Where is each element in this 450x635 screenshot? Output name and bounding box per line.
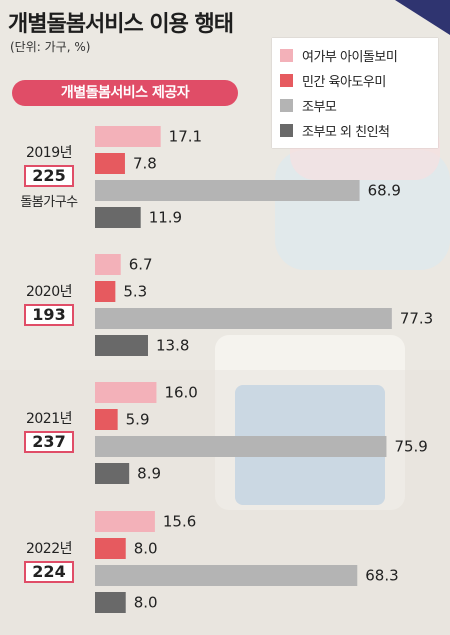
bar-2022년-민간 육아도우미 [95, 538, 126, 559]
legend-label: 여가부 아이돌보미 [302, 50, 398, 65]
year-label: 2019년 [25, 145, 73, 161]
bar-2020년-조부모 [95, 308, 392, 329]
bar-2021년-조부모 [95, 436, 387, 457]
year-label: 2022년 [25, 541, 73, 557]
legend-label: 민간 육아도우미 [302, 75, 386, 90]
legend-swatch [280, 49, 293, 62]
data-label: 75.9 [394, 438, 427, 456]
bar-2020년-여가부 아이돌보미 [95, 254, 121, 275]
year-block-2022: 2022년 224 [8, 538, 90, 583]
bar-2022년-여가부 아이돌보미 [95, 511, 155, 532]
legend: 여가부 아이돌보미 민간 육아도우미 조부모 조부모 외 친인척 [272, 38, 438, 148]
bar-2020년-조부모 외 친인척 [95, 335, 148, 356]
data-label: 16.0 [164, 384, 197, 402]
data-label: 8.0 [134, 540, 158, 558]
legend-label: 조부모 외 친인척 [302, 125, 390, 140]
bar-2021년-여가부 아이돌보미 [95, 382, 157, 403]
data-label: 15.6 [163, 513, 196, 531]
data-label: 13.8 [156, 337, 189, 355]
bar-2020년-민간 육아도우미 [95, 281, 116, 302]
household-count-caption: 돌봄가구수 [20, 195, 78, 210]
bar-2019년-민간 육아도우미 [95, 153, 125, 174]
bar-2022년-조부모 외 친인척 [95, 592, 126, 613]
unit-note: (단위: 가구, %) [10, 40, 91, 54]
bar-2021년-조부모 외 친인척 [95, 463, 130, 484]
bar-2019년-조부모 [95, 180, 360, 201]
household-count: 224 [24, 561, 74, 583]
household-count: 225 [24, 165, 74, 187]
bar-2021년-민간 육아도우미 [95, 409, 118, 430]
household-count: 237 [24, 431, 74, 453]
bar-2019년-여가부 아이돌보미 [95, 126, 161, 147]
legend-item: 여가부 아이돌보미 [280, 43, 430, 68]
bar-2019년-조부모 외 친인척 [95, 207, 141, 228]
data-label: 17.1 [169, 128, 202, 146]
legend-item: 민간 육아도우미 [280, 68, 430, 93]
bar-2022년-조부모 [95, 565, 358, 586]
data-label: 68.3 [365, 567, 398, 585]
year-label: 2021년 [25, 411, 73, 427]
legend-item: 조부모 외 친인척 [280, 118, 430, 143]
year-block-2020: 2020년 193 [8, 281, 90, 326]
legend-swatch [280, 99, 293, 112]
year-block-2021: 2021년 237 [8, 408, 90, 453]
legend-swatch [280, 74, 293, 87]
data-label: 8.9 [137, 465, 161, 483]
legend-item: 조부모 [280, 93, 430, 118]
data-label: 68.9 [368, 182, 401, 200]
chart-title: 개별돌봄서비스 이용 행태 [8, 12, 234, 37]
data-label: 6.7 [129, 256, 153, 274]
data-label: 5.3 [123, 283, 147, 301]
data-label: 7.8 [133, 155, 157, 173]
year-block-2019: 2019년 225 돌봄가구수 [8, 142, 90, 210]
data-label: 11.9 [149, 209, 182, 227]
data-label: 8.0 [134, 594, 158, 612]
legend-label: 조부모 [302, 100, 337, 115]
household-count: 193 [24, 304, 74, 326]
data-label: 77.3 [400, 310, 433, 328]
year-label: 2020년 [25, 284, 73, 300]
section-label: 개별돌봄서비스 제공자 [12, 80, 238, 106]
data-label: 5.9 [126, 411, 150, 429]
legend-swatch [280, 124, 293, 137]
